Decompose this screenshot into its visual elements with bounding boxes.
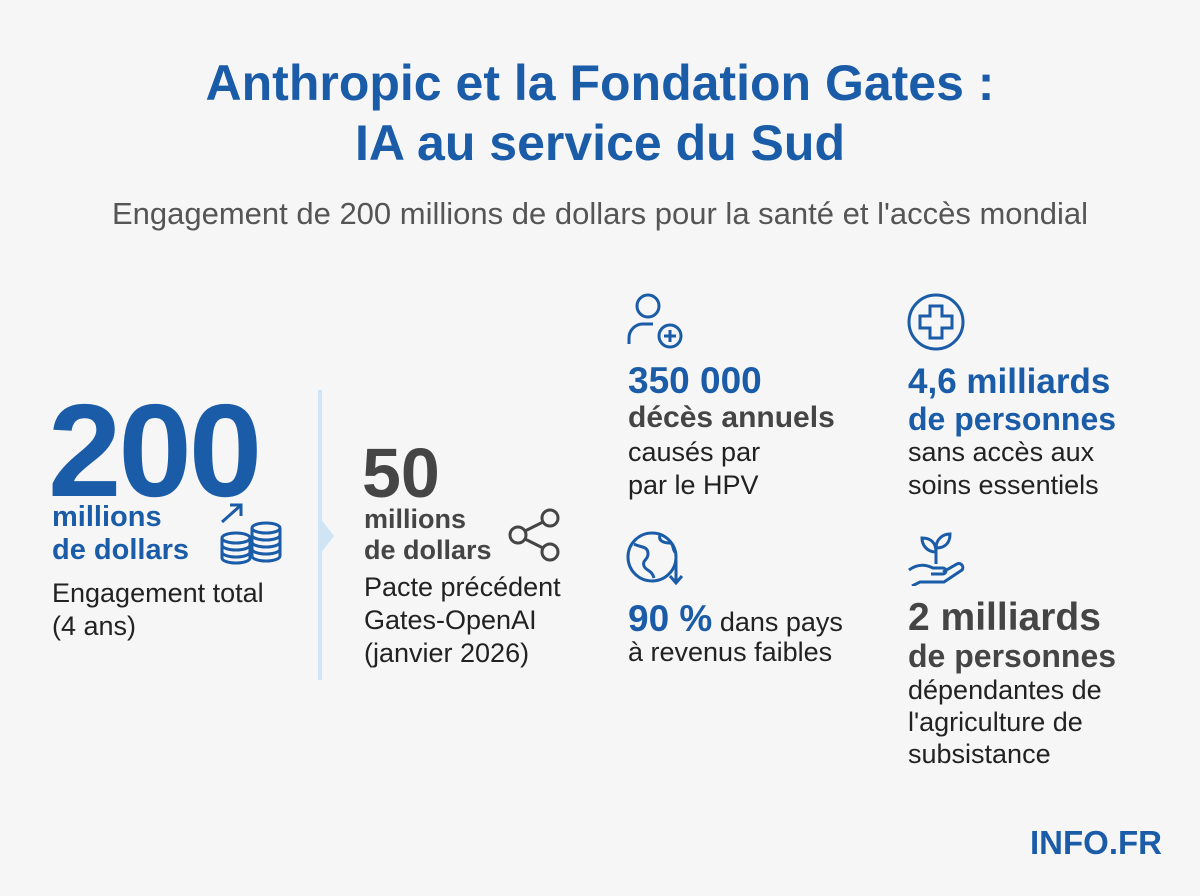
stat-figure: 4,6 milliards xyxy=(908,362,1111,401)
divider xyxy=(318,390,334,680)
stat-subject: de personnes xyxy=(908,401,1117,437)
stat-caption: soins essentiels xyxy=(908,470,1099,500)
plant-hand-icon xyxy=(908,532,965,586)
main-unit: de dollars xyxy=(52,534,189,566)
stat-figure: 2 milliards xyxy=(908,596,1101,639)
previous-caption: Gates-OpenAI xyxy=(364,605,537,635)
title-line: Anthropic et la Fondation Gates : xyxy=(205,55,995,111)
previous-caption: Pacte précédent xyxy=(364,572,561,602)
stat-figure: 350 000 xyxy=(628,360,762,401)
main-figure: 200 xyxy=(48,377,262,524)
stat-caption: l'agriculture de xyxy=(908,707,1083,737)
stat-subject: décès annuels xyxy=(628,401,835,434)
person-plus-icon xyxy=(627,293,683,349)
stat-caption: sans accès aux xyxy=(908,437,1095,467)
title-line: IA au service du Sud xyxy=(355,115,845,171)
stat-caption: subsistance xyxy=(908,739,1051,769)
logo: INFO.FR xyxy=(1030,824,1162,861)
previous-figure: 50 xyxy=(362,434,440,512)
stat-caption: à revenus faibles xyxy=(628,637,833,667)
stat-caption: dépendantes de xyxy=(908,675,1102,705)
medical-icon xyxy=(907,293,965,351)
previous-caption: (janvier 2026) xyxy=(364,638,530,668)
stat-line: 90 % dans pays xyxy=(628,600,843,637)
stat-caption: dans pays xyxy=(712,607,843,637)
stat-caption: par le HPV xyxy=(628,470,759,500)
subtitle: Engagement de 200 millions de dollars po… xyxy=(111,196,1089,231)
stat-subject: de personnes xyxy=(908,638,1117,674)
globe-icon xyxy=(626,531,684,586)
stat-caption: causés par xyxy=(628,437,761,467)
main-unit: millions xyxy=(52,501,162,533)
coins-icon xyxy=(220,503,282,565)
main-caption: (4 ans) xyxy=(52,611,137,641)
share-icon xyxy=(508,508,560,562)
main-caption: Engagement total xyxy=(52,578,264,608)
previous-unit: millions xyxy=(364,504,467,534)
previous-unit: de dollars xyxy=(364,535,492,565)
stat-figure: 90 % xyxy=(628,598,713,639)
